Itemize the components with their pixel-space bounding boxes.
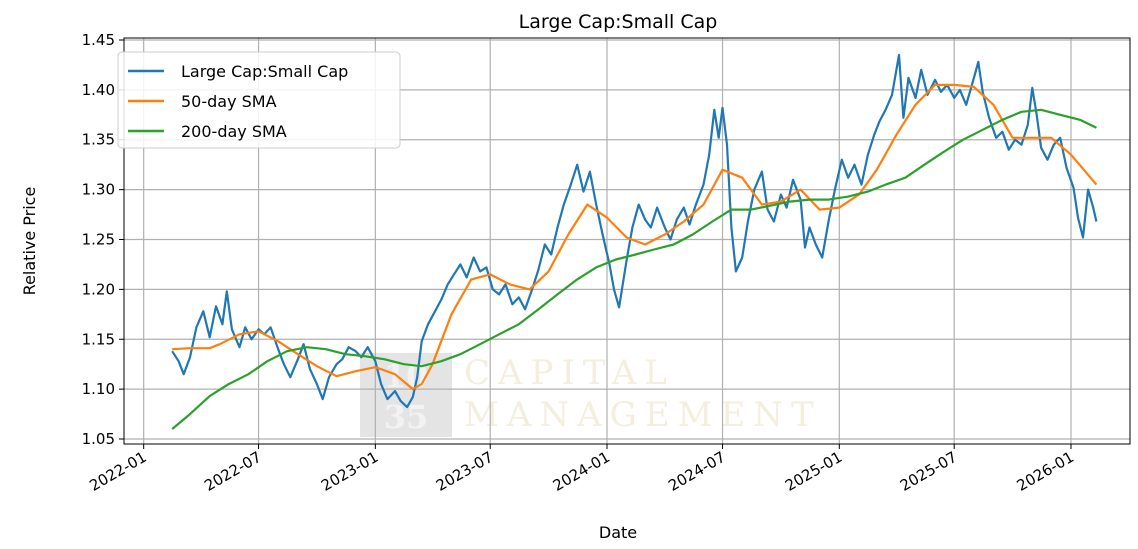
sma200-line	[171, 108, 1097, 430]
watermark-line2: MANAGEMENT	[464, 395, 822, 435]
y-tick-label: 1.05	[82, 430, 115, 448]
plot-frame	[123, 37, 1131, 445]
y-tick-label: 1.10	[82, 380, 115, 398]
legend-label: 200-day SMA	[181, 122, 287, 141]
sma50-line	[172, 83, 1098, 391]
x-axis-title: Date	[599, 523, 637, 542]
watermark-line1: CAPITAL	[464, 353, 675, 393]
y-axis: 1.05 1.10 1.15 1.20 1.25 1.30 1.35 1.40 1.45	[82, 31, 124, 448]
watermark-number-2: 35	[384, 398, 429, 436]
y-tick-label: 1.15	[82, 330, 115, 348]
y-tick-label: 1.25	[82, 231, 115, 249]
legend: Large Cap:Small Cap 50-day SMA 200-day SMA	[117, 51, 401, 149]
ratio-line	[171, 53, 1098, 409]
y-tick-label: 1.20	[82, 280, 115, 298]
y-tick-label: 1.40	[82, 81, 115, 99]
legend-label: 50-day SMA	[181, 92, 277, 111]
legend-box	[117, 51, 401, 149]
grid	[124, 38, 1130, 444]
legend-label: Large Cap:Small Cap	[181, 62, 348, 81]
watermark: 10 35 CAPITAL MANAGEMENT	[360, 353, 822, 437]
y-axis-title: Relative Price	[20, 187, 39, 296]
series-layer	[171, 53, 1098, 430]
y-tick-label: 1.45	[82, 31, 115, 49]
chart-title: Large Cap:Small Cap	[519, 11, 718, 33]
y-tick-label: 1.30	[82, 181, 115, 199]
y-tick-label: 1.35	[82, 131, 115, 149]
